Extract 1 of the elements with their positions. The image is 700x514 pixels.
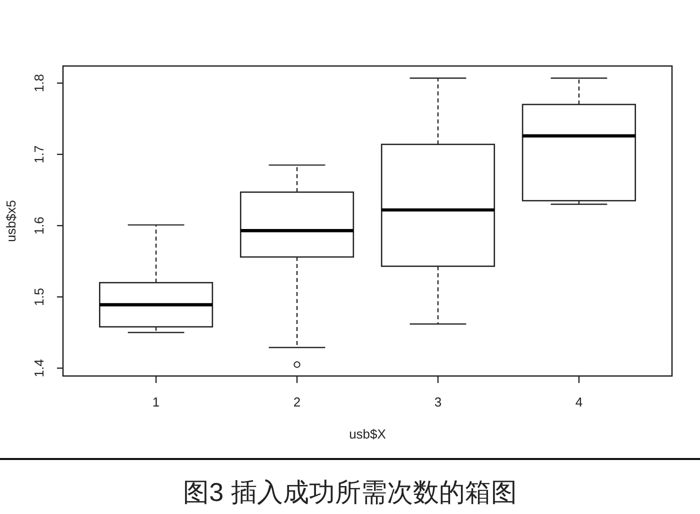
caption: 图3 插入成功所需次数的箱图 (183, 477, 517, 507)
